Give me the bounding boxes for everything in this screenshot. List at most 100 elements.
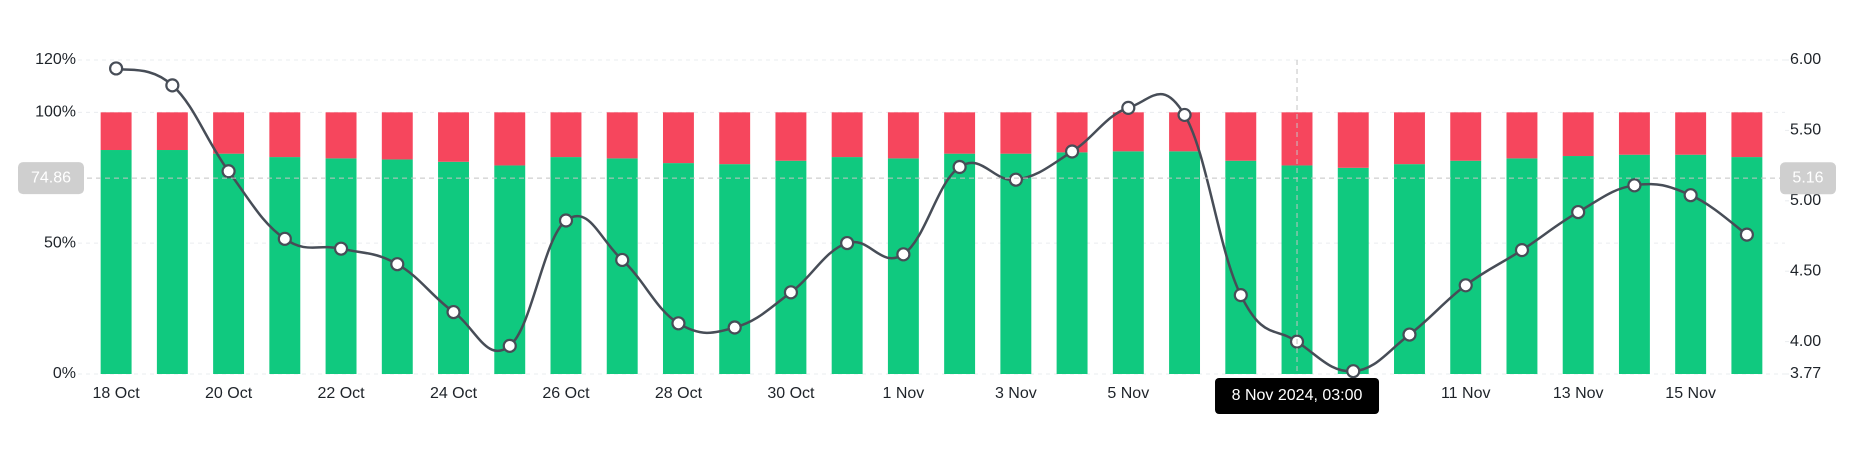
bar	[719, 164, 751, 374]
x-tick-label: 13 Nov	[1553, 385, 1604, 402]
price-point	[1458, 278, 1473, 293]
price-point	[502, 338, 517, 353]
bar	[719, 112, 751, 165]
bar	[494, 112, 526, 166]
bar	[1675, 112, 1707, 155]
crosshair-y-label: 74.86	[31, 169, 71, 186]
crosshair-x-label: 8 Nov 2024, 03:00	[1232, 387, 1363, 404]
bar	[1281, 112, 1313, 166]
x-tick-label: 11 Nov	[1441, 385, 1491, 402]
price-point	[896, 247, 911, 262]
bar	[100, 150, 132, 374]
bar	[831, 112, 863, 158]
price-point	[1683, 188, 1698, 203]
price-point	[221, 164, 236, 179]
y2-tick-label: 5.50	[1790, 122, 1821, 139]
x-tick-label: 3 Nov	[995, 385, 1037, 402]
price-point	[615, 252, 630, 268]
x-tick-label: 18 Oct	[93, 385, 141, 402]
bar	[1337, 167, 1369, 374]
price-point	[783, 285, 799, 300]
price-point	[1514, 242, 1530, 258]
y-tick-label: 50%	[44, 234, 76, 251]
bar	[775, 160, 807, 374]
y-tick-label: 100%	[35, 104, 76, 121]
price-point	[1064, 144, 1080, 159]
crosshair-x-badge	[1215, 378, 1380, 414]
price-point	[1177, 107, 1192, 123]
bar	[1056, 152, 1088, 374]
bar	[1562, 112, 1594, 157]
y-tick-label: 0%	[53, 365, 76, 382]
price-point	[727, 320, 742, 335]
price-point	[558, 213, 574, 228]
y2-tick-label: 4.50	[1790, 262, 1821, 279]
bar	[213, 112, 245, 154]
bar	[1506, 112, 1538, 159]
bar	[438, 161, 469, 374]
bar	[156, 112, 188, 151]
x-tick-label: 24 Oct	[430, 385, 478, 402]
x-tick-label: 15 Nov	[1665, 385, 1716, 402]
bar	[325, 112, 357, 159]
x-tick-label: 26 Oct	[542, 385, 590, 402]
x-tick-label: 1 Nov	[882, 385, 924, 402]
bar	[550, 157, 582, 374]
bar	[269, 112, 301, 158]
price-line	[115, 67, 1748, 373]
bar	[381, 112, 413, 160]
crosshair-y2-label: 5.16	[1792, 169, 1823, 186]
bar	[1000, 153, 1032, 374]
bar	[100, 112, 132, 151]
price-point	[952, 159, 967, 175]
bar	[156, 150, 188, 374]
y2-tick-label: 6.00	[1790, 51, 1821, 68]
y2-tick-label: 4.00	[1790, 333, 1821, 350]
bar	[269, 157, 301, 374]
x-tick-label: 22 Oct	[317, 385, 365, 402]
bar	[1731, 157, 1763, 374]
bar	[1618, 112, 1650, 155]
bar	[662, 163, 694, 374]
price-point	[1402, 327, 1417, 342]
price-point	[1571, 204, 1586, 220]
bar	[1562, 156, 1594, 374]
bar	[1000, 112, 1032, 154]
price-point	[390, 257, 405, 272]
bar	[438, 112, 469, 162]
price-point	[1739, 227, 1754, 242]
bar	[1112, 151, 1144, 374]
price-point	[446, 304, 461, 320]
price-point	[1233, 288, 1248, 303]
bar	[1731, 112, 1763, 158]
x-tick-label: 30 Oct	[767, 385, 815, 402]
price-point	[1008, 172, 1023, 187]
y2-tick-label: 3.77	[1790, 365, 1821, 382]
bar	[1112, 112, 1144, 152]
bar	[1675, 154, 1707, 374]
price-point	[333, 241, 349, 256]
bar	[1225, 112, 1257, 161]
price-point	[1346, 364, 1361, 379]
bar	[213, 153, 245, 374]
price-point	[1627, 178, 1642, 193]
bar	[550, 112, 582, 158]
price-point	[840, 235, 855, 251]
bar	[662, 112, 694, 164]
price-point	[671, 316, 686, 331]
price-point	[109, 61, 124, 76]
crosshair-badge	[1780, 162, 1836, 195]
y-tick-label: 120%	[35, 51, 76, 68]
bar	[606, 112, 638, 159]
x-tick-label: 20 Oct	[205, 385, 253, 402]
bar	[1450, 160, 1482, 374]
bar	[887, 158, 919, 374]
bar	[775, 112, 807, 161]
bar	[1169, 151, 1201, 374]
price-point	[1121, 100, 1136, 115]
bar	[944, 153, 976, 374]
bar	[1450, 112, 1482, 161]
bar	[1394, 112, 1425, 165]
x-tick-label: 28 Oct	[655, 385, 703, 402]
y2-tick-label: 5.00	[1790, 192, 1821, 209]
